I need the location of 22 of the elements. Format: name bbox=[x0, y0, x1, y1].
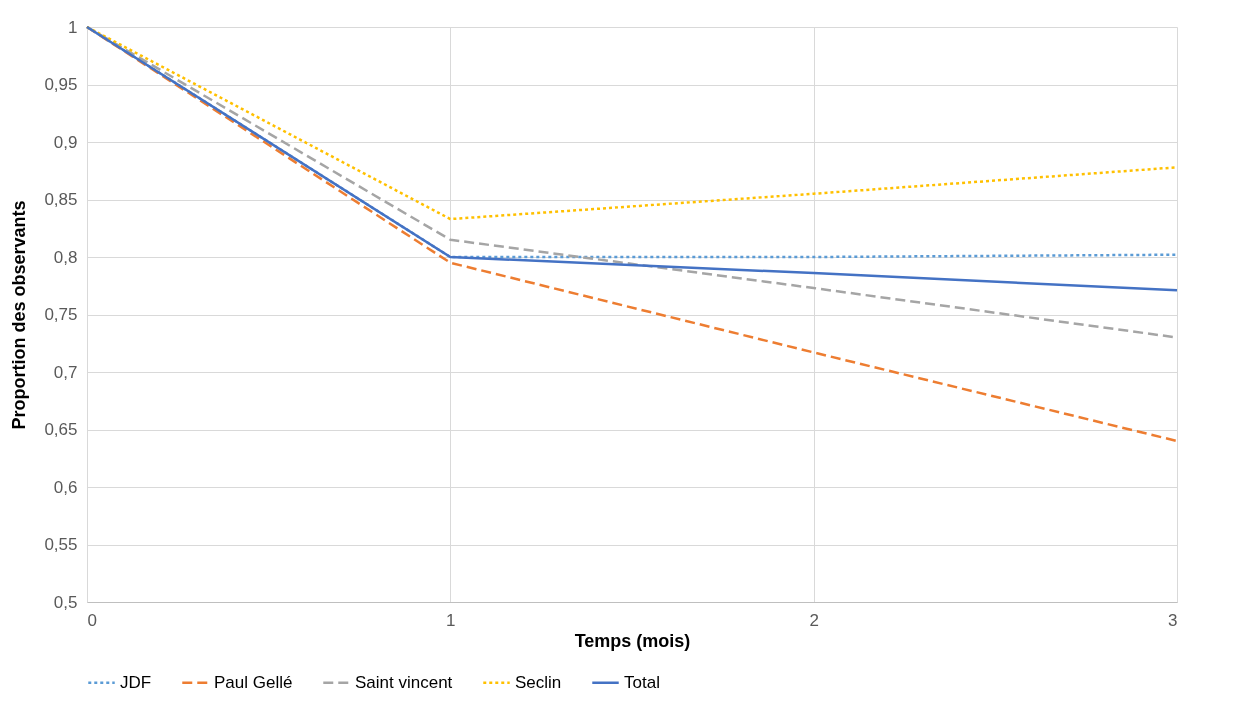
x-tick-label: 3 bbox=[1168, 610, 1178, 630]
y-tick-label: 0,8 bbox=[53, 247, 78, 267]
y-tick-label: 0,9 bbox=[53, 132, 78, 152]
x-tick-label: 0 bbox=[87, 610, 97, 630]
legend-label: Saint vincent bbox=[355, 672, 453, 692]
legend-label: Total bbox=[624, 672, 660, 692]
x-tick-label: 1 bbox=[446, 610, 456, 630]
y-axis-title: Proportion des observants bbox=[9, 200, 30, 430]
y-tick-label: 0,85 bbox=[44, 190, 78, 209]
legend-label: Seclin bbox=[515, 672, 562, 692]
y-tick-label: 0,6 bbox=[53, 477, 78, 497]
legend-label: JDF bbox=[120, 672, 152, 692]
y-tick-label: 0,75 bbox=[44, 305, 78, 324]
x-axis-title: Temps (mois) bbox=[574, 630, 691, 651]
y-tick-label: 0,5 bbox=[53, 592, 78, 612]
y-tick-label: 0,7 bbox=[53, 362, 78, 382]
y-tick-label: 0,65 bbox=[44, 420, 78, 439]
y-tick-label: 0,95 bbox=[44, 75, 78, 94]
y-tick-label: 1 bbox=[68, 17, 78, 37]
legend-label: Paul Gellé bbox=[214, 672, 293, 692]
y-tick-label: 0,55 bbox=[44, 535, 78, 554]
x-tick-label: 2 bbox=[809, 610, 819, 630]
